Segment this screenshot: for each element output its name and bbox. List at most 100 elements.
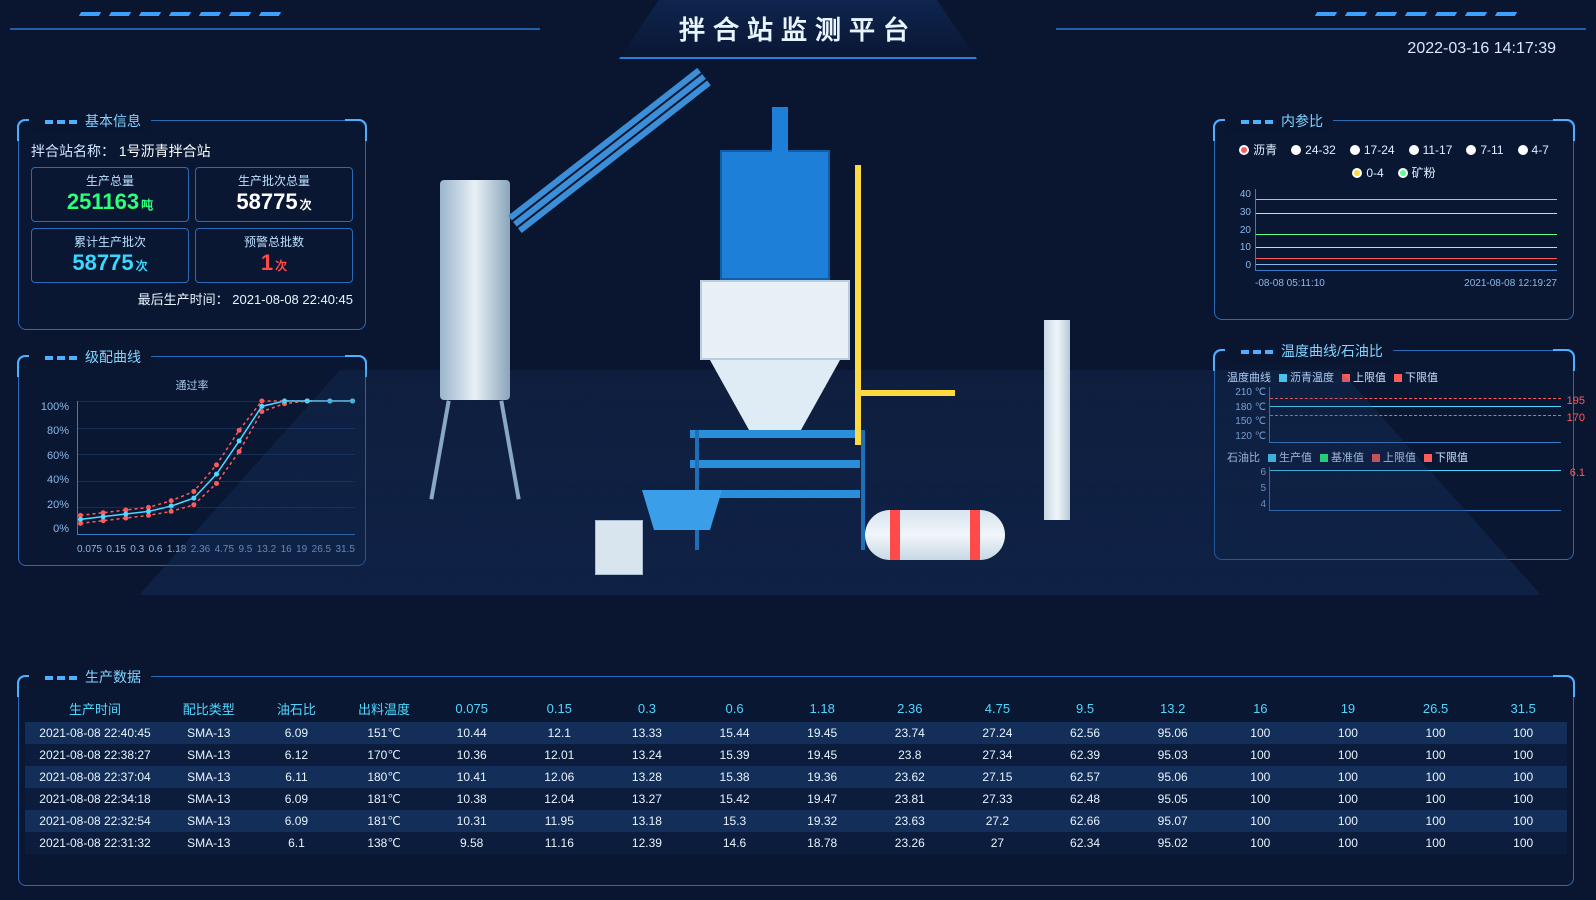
legend-label: 11-17 [1423, 143, 1453, 157]
legend-dot-icon [1409, 145, 1419, 155]
legend-item: 0-4 [1352, 164, 1383, 181]
ytick: 10 [1227, 242, 1251, 253]
xtick: 0.075 [77, 544, 102, 555]
basic-info-panel: 基本信息 拌合站名称： 1号沥青拌合站 生产总量251163吨生产批次总量587… [18, 120, 366, 330]
plant-silo-legs [430, 400, 520, 500]
table-cell: 95.07 [1129, 810, 1217, 832]
ratio-series-line [1256, 264, 1557, 265]
info-box-label: 预警总批数 [196, 233, 352, 250]
ytick: 20 [1227, 225, 1251, 236]
gradation-title: 级配曲线 [29, 345, 151, 369]
table-cell: 13.24 [603, 744, 691, 766]
table-cell: 100 [1217, 832, 1305, 854]
info-box-unit: 次 [275, 259, 287, 273]
temp-marker: 170 [1567, 412, 1585, 424]
table-cell: 151℃ [340, 722, 428, 744]
table-cell: 100 [1392, 788, 1480, 810]
table-header-cell: 26.5 [1392, 695, 1480, 722]
ratio-series-line [1256, 234, 1557, 235]
plant-stack [1044, 320, 1070, 520]
table-cell: 100 [1479, 722, 1567, 744]
table-cell: 62.66 [1041, 810, 1129, 832]
table-cell: 6.11 [253, 766, 341, 788]
table-cell: 100 [1217, 788, 1305, 810]
last-time-value: 2021-08-08 22:40:45 [232, 292, 353, 307]
station-label: 拌合站名称： [31, 143, 115, 159]
ytick: 60% [35, 450, 69, 462]
table-cell: 19.45 [778, 722, 866, 744]
plant-drum-ring [970, 510, 980, 560]
table-body: 2021-08-08 22:40:45SMA-136.09151℃10.4412… [25, 722, 1567, 854]
table-cell: 12.06 [516, 766, 604, 788]
legend-dot-icon [1352, 168, 1362, 178]
table-cell: 95.06 [1129, 722, 1217, 744]
table-cell: 27.33 [954, 788, 1042, 810]
table-cell: 100 [1304, 744, 1392, 766]
ytick: 40 [1227, 189, 1251, 200]
production-data-title: 生产数据 [29, 665, 151, 689]
table-cell: 19.36 [778, 766, 866, 788]
ytick: 80% [35, 425, 69, 437]
table-cell: 62.57 [1041, 766, 1129, 788]
table-cell: 100 [1479, 788, 1567, 810]
table-cell: 2021-08-08 22:38:27 [25, 744, 165, 766]
ratio-chart: 403020100 -08-08 05:11:102021-08-08 12:1… [1227, 189, 1561, 289]
table-header-cell: 生产时间 [25, 695, 165, 722]
table-cell: 12.1 [516, 722, 604, 744]
header-line-left [10, 28, 540, 30]
table-cell: 19.47 [778, 788, 866, 810]
plant-tower-mid [700, 280, 850, 360]
table-header-cell: 0.3 [603, 695, 691, 722]
production-data-title-text: 生产数据 [85, 669, 141, 685]
table-cell: 27.34 [954, 744, 1042, 766]
table-cell: 62.34 [1041, 832, 1129, 854]
last-time-label: 最后生产时间： [138, 292, 229, 307]
plant-tower [680, 150, 860, 530]
basic-info-title-text: 基本信息 [85, 113, 141, 129]
table-cell: 11.95 [516, 810, 604, 832]
table-header-cell: 配比类型 [165, 695, 253, 722]
plant-tower-hopper [710, 360, 840, 430]
table-cell: 100 [1304, 810, 1392, 832]
table-cell: SMA-13 [165, 832, 253, 854]
legend-label: 24-32 [1305, 143, 1336, 157]
header-decor-right [1316, 12, 1516, 16]
table-cell: 62.48 [1041, 788, 1129, 810]
table-cell: 138℃ [340, 832, 428, 854]
info-box: 预警总批数1次 [195, 228, 353, 283]
table-header-cell: 0.075 [428, 695, 516, 722]
legend-dot-icon [1518, 145, 1528, 155]
table-row: 2021-08-08 22:40:45SMA-136.09151℃10.4412… [25, 722, 1567, 744]
table-cell: 15.38 [691, 766, 779, 788]
header-decor-left [80, 12, 280, 16]
table-cell: 62.56 [1041, 722, 1129, 744]
legend-dot-icon [1239, 145, 1249, 155]
table-row: 2021-08-08 22:37:04SMA-136.11180℃10.4112… [25, 766, 1567, 788]
legend-item: 17-24 [1350, 141, 1395, 158]
xtick: 0.3 [130, 544, 144, 555]
table-cell: 13.28 [603, 766, 691, 788]
table-cell: 6.09 [253, 722, 341, 744]
temp-marker: 195 [1567, 395, 1585, 407]
legend-item: 7-11 [1466, 141, 1503, 158]
ratio-series-line [1256, 199, 1557, 200]
table-cell: 19.45 [778, 744, 866, 766]
table-cell: 100 [1217, 722, 1305, 744]
table-cell: 6.12 [253, 744, 341, 766]
info-box: 生产总量251163吨 [31, 167, 189, 222]
info-box-label: 生产总量 [32, 172, 188, 189]
header: 拌合站监测平台 2022-03-16 14:17:39 [0, 0, 1596, 60]
legend-label: 矿粉 [1412, 164, 1436, 181]
table-cell: 100 [1479, 744, 1567, 766]
table-row: 2021-08-08 22:32:54SMA-136.09181℃10.3111… [25, 810, 1567, 832]
info-box-unit: 次 [136, 259, 148, 273]
table-cell: 100 [1304, 766, 1392, 788]
table-cell: 180℃ [340, 766, 428, 788]
table-header-cell: 9.5 [1041, 695, 1129, 722]
table-cell: 100 [1217, 810, 1305, 832]
info-box-value: 251163吨 [32, 189, 188, 215]
table-header-cell: 0.6 [691, 695, 779, 722]
table-cell: 62.39 [1041, 744, 1129, 766]
plant-pipe-h [855, 390, 955, 396]
production-table: 生产时间配比类型油石比出料温度0.0750.150.30.61.182.364.… [25, 695, 1567, 854]
